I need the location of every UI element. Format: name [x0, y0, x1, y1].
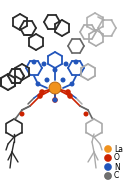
Circle shape [105, 146, 111, 153]
Text: C: C [114, 171, 119, 180]
Circle shape [31, 60, 36, 64]
Circle shape [52, 97, 58, 103]
Circle shape [74, 60, 79, 64]
Circle shape [39, 89, 45, 95]
Circle shape [83, 112, 88, 116]
Circle shape [65, 89, 71, 95]
Circle shape [20, 112, 25, 116]
Circle shape [60, 77, 66, 83]
Text: N: N [114, 163, 120, 171]
Circle shape [64, 61, 68, 67]
Circle shape [70, 81, 75, 87]
Circle shape [105, 173, 111, 180]
Circle shape [49, 82, 61, 94]
Circle shape [44, 77, 49, 83]
Circle shape [37, 93, 43, 99]
Circle shape [42, 61, 46, 67]
Text: O: O [114, 153, 120, 163]
Circle shape [36, 81, 40, 87]
Circle shape [53, 98, 57, 102]
Text: La: La [114, 145, 123, 153]
Circle shape [105, 154, 111, 161]
Circle shape [67, 93, 73, 99]
Circle shape [105, 163, 111, 170]
Circle shape [53, 67, 57, 73]
